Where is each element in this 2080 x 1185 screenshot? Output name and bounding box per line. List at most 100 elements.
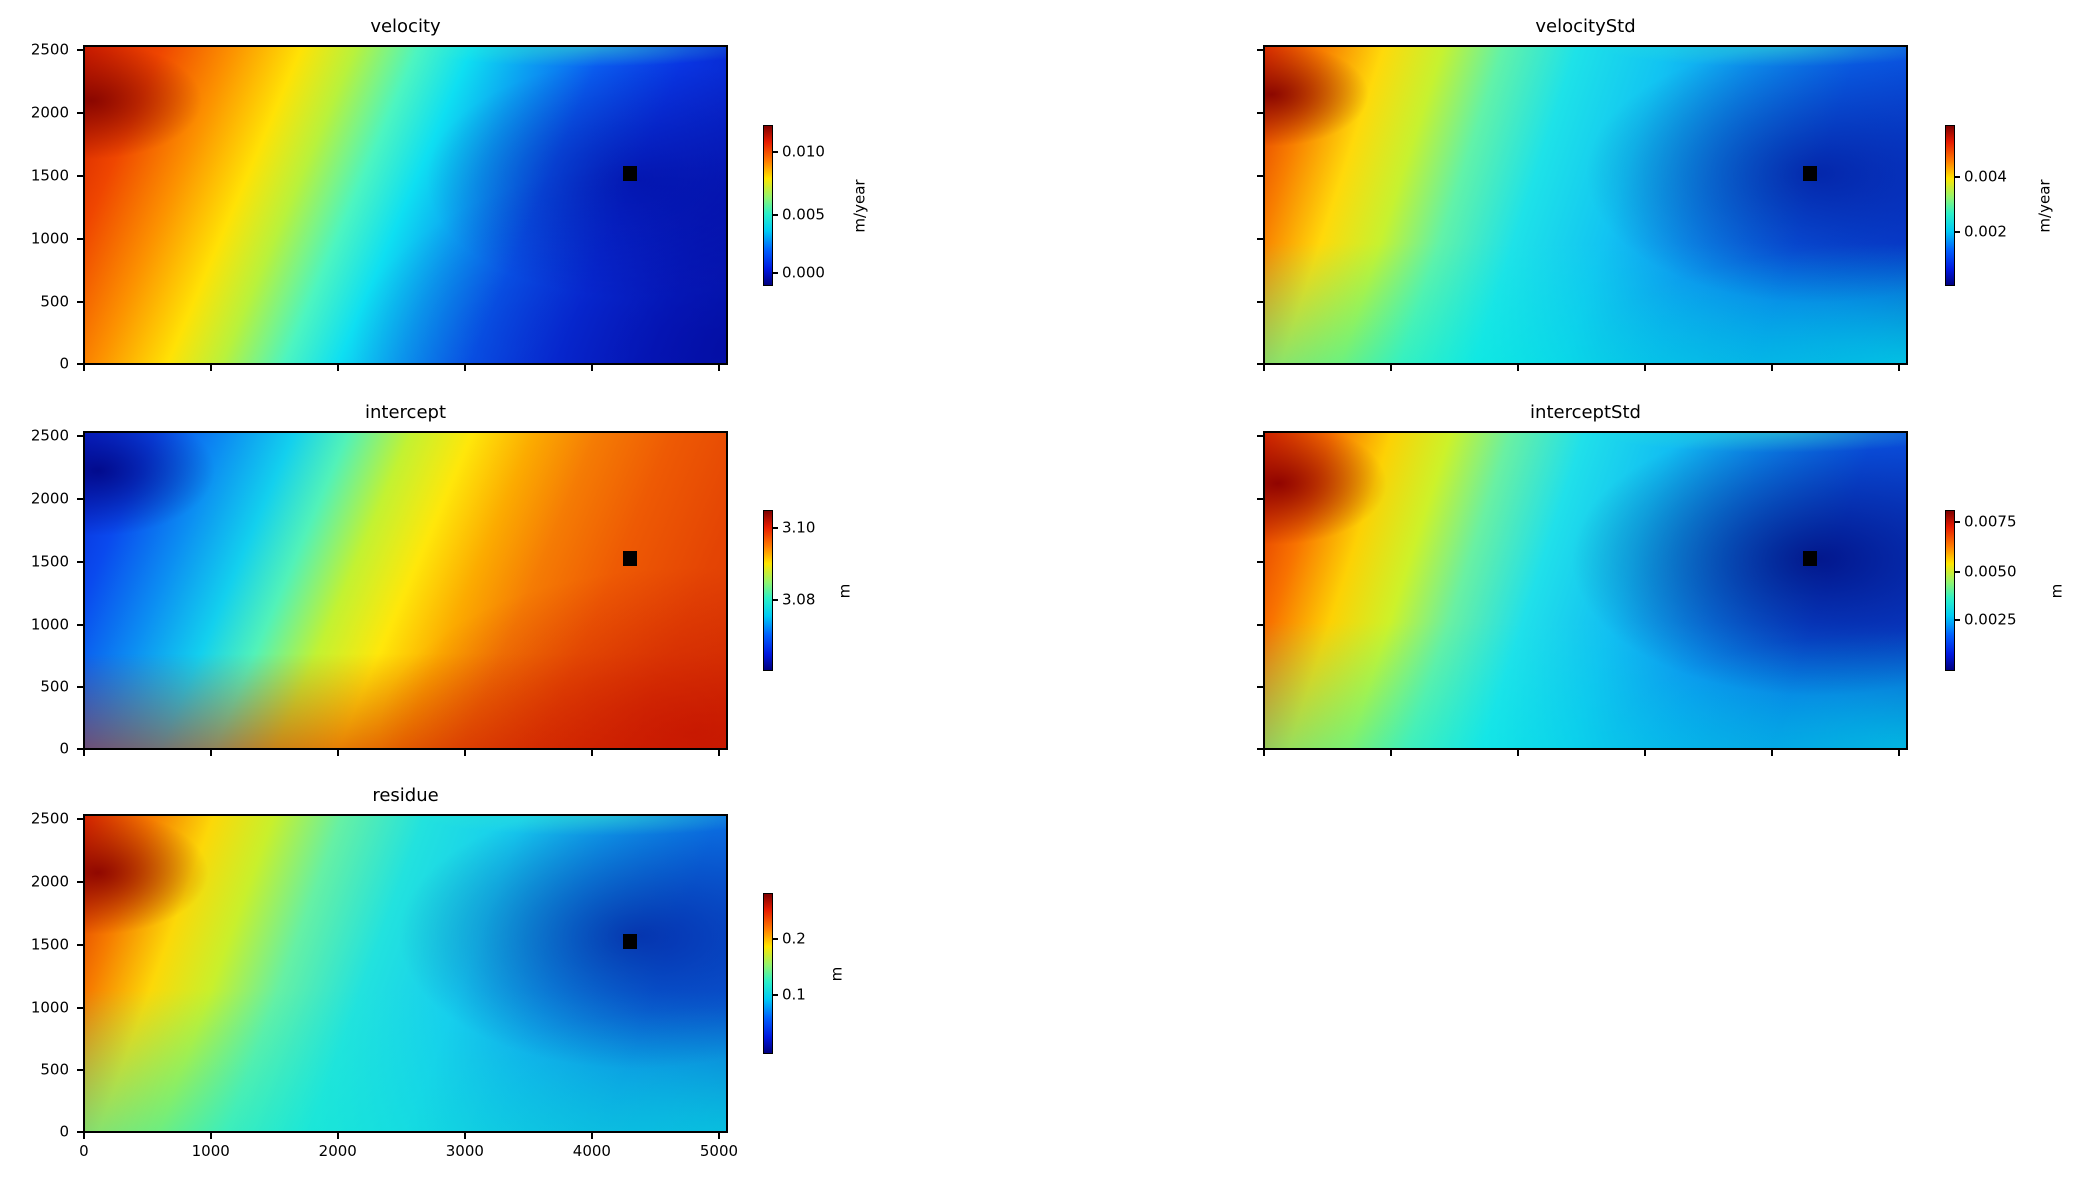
colorbar-tick-label: 0.2 [782,929,806,948]
x-tick-mark [1389,750,1392,756]
heatmap-velocity [83,45,728,365]
colorbar-tick-mark [1955,521,1960,524]
y-tick-mark [1257,560,1263,563]
x-tick-label: 2000 [318,1142,357,1160]
colorbar-tick-mark [773,994,778,997]
y-tick-label: 2500 [30,40,69,59]
x-tick-mark [1897,750,1900,756]
heatmap-velocityStd [1263,45,1908,365]
plot-title-velocityStd: velocityStd [1535,16,1636,37]
plot-title-interceptStd: interceptStd [1530,402,1641,423]
x-tick-mark [1770,750,1773,756]
y-tick-mark [77,880,83,883]
x-tick-label: 4000 [572,1142,611,1160]
y-tick-label: 2500 [30,809,69,828]
colorbar-tick-mark [1955,619,1960,622]
colorbar-tick-label: 0.004 [1964,167,2007,186]
y-tick-label: 1500 [30,935,69,954]
colorbar-tick-label: 0.005 [782,205,825,224]
y-tick-mark [1257,748,1263,750]
y-tick-mark [1257,363,1263,365]
colorbar-tick-label: 0.0050 [1964,562,2017,581]
colorbar-tick-label: 0.0025 [1964,610,2017,629]
colorbar-tick-label: 0.010 [782,142,825,161]
colorbar-residue [763,893,773,1054]
colorbar-tick-label: 0.000 [782,263,825,282]
y-tick-mark [77,238,83,241]
y-tick-label: 0 [59,1122,69,1141]
colorbar-unit-label: m [835,583,854,598]
x-tick-mark [1389,365,1392,371]
x-tick-label: 3000 [445,1142,484,1160]
x-tick-mark [590,1133,593,1139]
y-tick-label: 0 [59,739,69,758]
heatmap-intercept [83,431,728,750]
colorbar-tick-mark [1955,570,1960,573]
x-tick-mark [1643,365,1646,371]
colorbar-tick-label: 0.0075 [1964,512,2017,531]
reference-point-marker [1803,551,1818,567]
x-tick-mark [717,750,720,756]
colorbar-tick-mark [773,214,778,217]
colorbar-velocity [763,125,773,286]
x-tick-mark [1262,365,1265,371]
y-tick-label: 2000 [30,489,69,508]
colorbar-unit-label: m/year [850,178,869,233]
colorbar-tick-mark [1955,176,1960,179]
y-tick-mark [77,1006,83,1009]
y-tick-mark [1257,175,1263,178]
x-tick-mark [717,365,720,371]
y-tick-label: 1500 [30,166,69,185]
x-tick-label: 1000 [191,1142,230,1160]
x-tick-mark [1262,750,1265,756]
colorbar-tick-mark [773,150,778,153]
y-tick-mark [77,1069,83,1072]
colorbar-tick-label: 3.10 [782,518,816,537]
x-tick-mark [209,1133,212,1139]
colorbar-tick-mark [773,272,778,275]
colorbar-tick-mark [773,599,778,602]
x-tick-mark [336,365,339,371]
reference-point-marker [623,551,638,567]
y-tick-mark [77,1131,83,1133]
x-tick-mark [463,750,466,756]
heatmap-residue [83,814,728,1133]
y-tick-mark [1257,497,1263,500]
y-tick-mark [77,112,83,115]
y-tick-mark [1257,112,1263,115]
y-tick-label: 500 [40,677,69,696]
x-tick-mark [209,750,212,756]
colorbar-tick-label: 0.002 [1964,222,2007,241]
y-tick-mark [1257,49,1263,52]
colorbar-tick-mark [773,938,778,941]
colorbar-tick-mark [1955,230,1960,233]
x-tick-mark [1516,750,1519,756]
y-tick-label: 2500 [30,426,69,445]
colorbar-velocityStd [1945,125,1955,286]
y-tick-label: 2000 [30,103,69,122]
plot-title-intercept: intercept [365,402,446,423]
y-tick-mark [1257,435,1263,438]
x-tick-mark [1897,365,1900,371]
x-tick-mark [463,1133,466,1139]
x-tick-mark [1770,365,1773,371]
y-tick-mark [77,300,83,303]
y-tick-mark [77,686,83,689]
x-tick-mark [590,365,593,371]
colorbar-unit-label: m [2047,583,2066,598]
reference-point-marker [1803,165,1818,181]
x-tick-mark [82,750,85,756]
y-tick-mark [77,560,83,563]
x-tick-mark [209,365,212,371]
x-tick-mark [336,1133,339,1139]
x-tick-mark [336,750,339,756]
colorbar-tick-label: 0.1 [782,985,806,1004]
x-tick-mark [1643,750,1646,756]
y-tick-label: 2000 [30,872,69,891]
x-tick-label: 0 [79,1142,89,1160]
colorbar-tick-mark [773,527,778,530]
heatmap-interceptStd [1263,431,1908,750]
y-tick-mark [77,818,83,821]
y-tick-mark [77,363,83,365]
y-tick-mark [1257,300,1263,303]
